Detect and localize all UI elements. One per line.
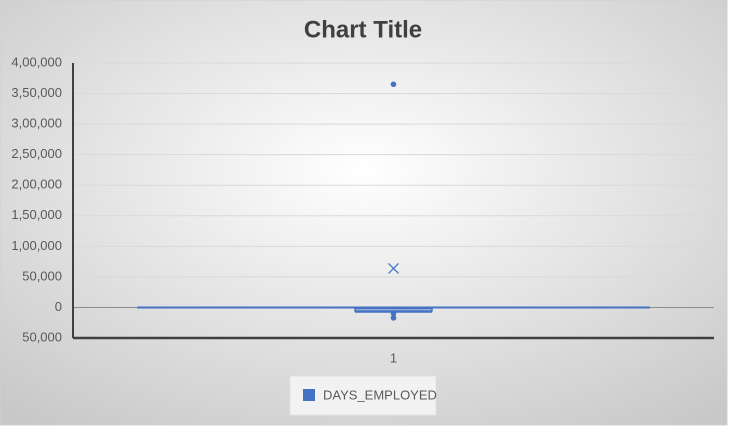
outlier: [390, 81, 397, 88]
outlier: [390, 310, 397, 317]
chart-title: Chart Title: [304, 16, 422, 43]
y-tick-label: 1,50,000: [11, 207, 62, 222]
legend-swatch: [303, 389, 315, 401]
y-tick-label: 2,50,000: [11, 146, 62, 161]
y-tick-label: 3,50,000: [11, 85, 62, 100]
legend-label: DAYS_EMPLOYED: [323, 387, 437, 402]
y-tick-label: 2,00,000: [11, 177, 62, 192]
x-tick-label: 1: [390, 350, 397, 365]
y-tick-label: 50,000: [22, 329, 62, 344]
y-tick-label: 1,00,000: [11, 238, 62, 253]
y-tick-label: 3,00,000: [11, 116, 62, 131]
outlier: [390, 315, 397, 321]
y-tick-label: 0: [55, 299, 62, 314]
mean-marker: [388, 262, 399, 274]
y-tick-label: 4,00,000: [11, 54, 62, 69]
y-tick-label: 50,000: [22, 268, 62, 283]
